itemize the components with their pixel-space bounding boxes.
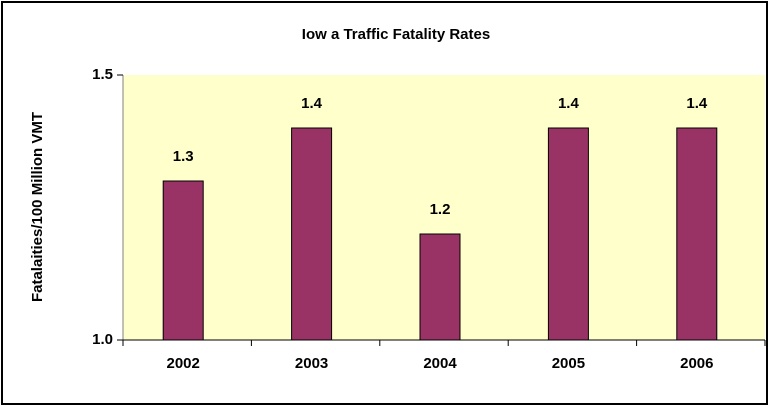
y-axis-label: Fatalaities/100 Million VMT — [29, 112, 46, 302]
bar — [676, 127, 718, 341]
bar — [291, 127, 333, 341]
bar — [162, 180, 204, 341]
data-label: 1.4 — [686, 95, 708, 112]
x-tick-label: 2004 — [423, 355, 457, 372]
y-tick-label: 1.0 — [92, 331, 113, 348]
data-label: 1.4 — [301, 95, 323, 112]
y-tick-label: 1.5 — [92, 66, 113, 83]
data-label: 1.3 — [173, 148, 194, 165]
data-label: 1.4 — [558, 95, 580, 112]
bar — [547, 127, 589, 341]
chart-title: Iow a Traffic Fatality Rates — [302, 26, 490, 43]
x-tick-label: 2006 — [680, 355, 713, 372]
bar — [419, 233, 461, 341]
x-tick-label: 2005 — [552, 355, 585, 372]
x-tick-label: 2003 — [295, 355, 328, 372]
data-label: 1.2 — [430, 201, 451, 218]
x-tick-label: 2002 — [167, 355, 200, 372]
